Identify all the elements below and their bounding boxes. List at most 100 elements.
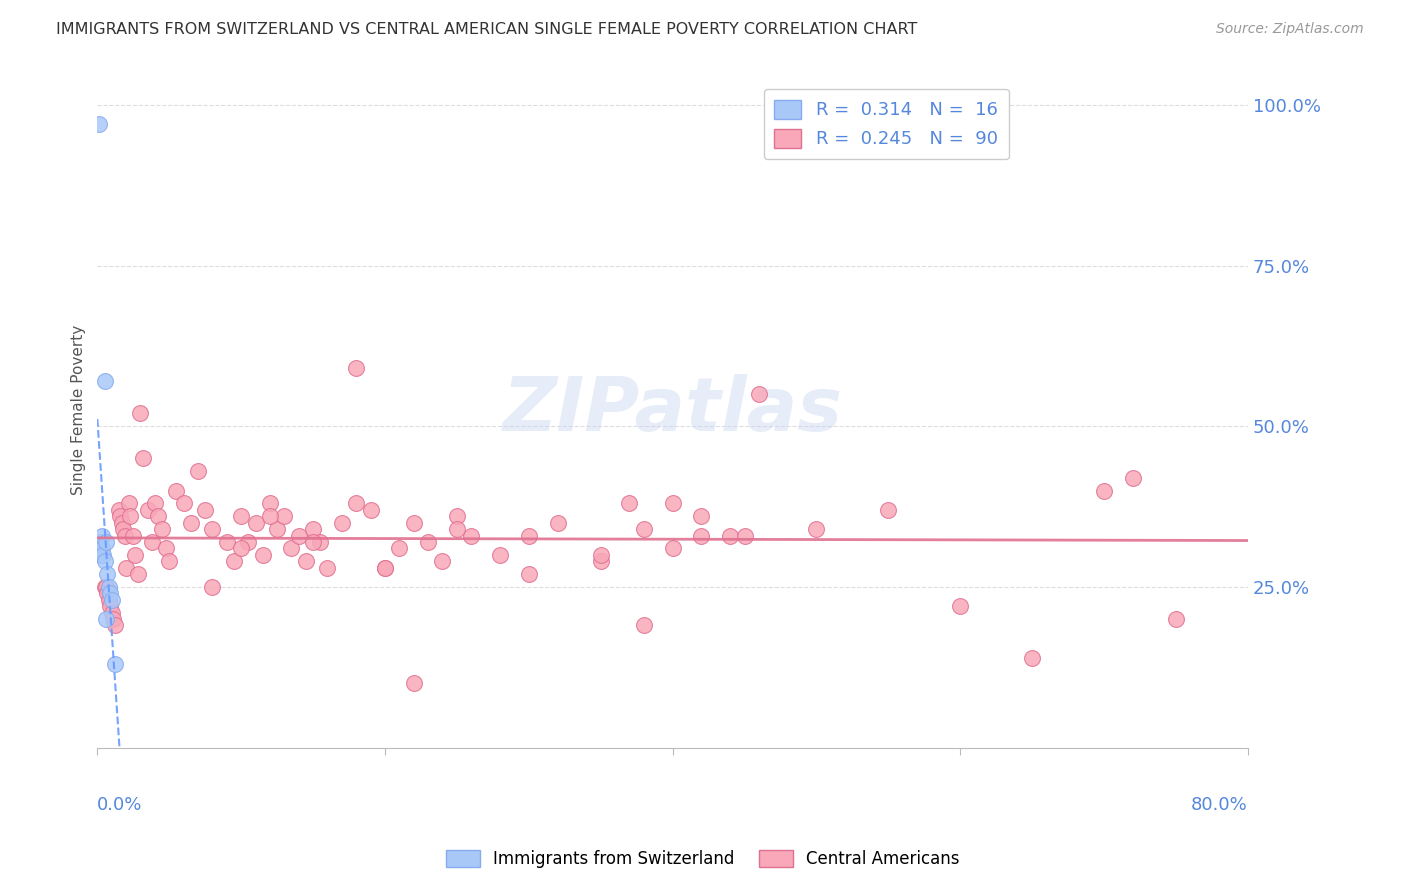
Point xyxy=(806,522,828,536)
Point xyxy=(661,541,683,556)
Point xyxy=(93,375,115,389)
Point xyxy=(141,535,163,549)
Point xyxy=(633,618,655,632)
Point xyxy=(136,503,159,517)
Legend: Immigrants from Switzerland, Central Americans: Immigrants from Switzerland, Central Ame… xyxy=(440,843,966,875)
Point xyxy=(98,599,121,614)
Point xyxy=(460,528,482,542)
Point xyxy=(446,509,468,524)
Point xyxy=(302,522,325,536)
Point xyxy=(104,618,127,632)
Point xyxy=(1164,612,1187,626)
Point xyxy=(173,496,195,510)
Point xyxy=(1021,650,1043,665)
Point xyxy=(661,496,683,510)
Point xyxy=(94,535,117,549)
Point xyxy=(90,528,112,542)
Point xyxy=(309,535,332,549)
Point xyxy=(633,522,655,536)
Point xyxy=(194,503,217,517)
Point xyxy=(432,554,454,568)
Text: 80.0%: 80.0% xyxy=(1191,796,1249,814)
Point xyxy=(187,464,209,478)
Text: IMMIGRANTS FROM SWITZERLAND VS CENTRAL AMERICAN SINGLE FEMALE POVERTY CORRELATIO: IMMIGRANTS FROM SWITZERLAND VS CENTRAL A… xyxy=(56,22,918,37)
Point xyxy=(155,541,177,556)
Point xyxy=(489,548,512,562)
Point xyxy=(245,516,267,530)
Point xyxy=(266,522,288,536)
Point xyxy=(89,541,111,556)
Point xyxy=(132,451,155,466)
Point xyxy=(111,516,134,530)
Point xyxy=(215,535,238,549)
Point xyxy=(344,496,367,510)
Point xyxy=(690,528,713,542)
Point xyxy=(330,516,353,530)
Point xyxy=(316,560,339,574)
Point xyxy=(115,560,138,574)
Point xyxy=(104,657,127,671)
Point xyxy=(101,612,124,626)
Point xyxy=(222,554,245,568)
Point xyxy=(589,548,612,562)
Point xyxy=(446,522,468,536)
Point xyxy=(748,387,770,401)
Point xyxy=(374,560,396,574)
Point xyxy=(100,606,122,620)
Point xyxy=(146,509,169,524)
Point xyxy=(259,496,281,510)
Point xyxy=(388,541,411,556)
Point xyxy=(1122,471,1144,485)
Text: ZIPatlas: ZIPatlas xyxy=(502,374,842,447)
Point xyxy=(127,567,149,582)
Y-axis label: Single Female Poverty: Single Female Poverty xyxy=(72,325,86,495)
Point xyxy=(252,548,274,562)
Point xyxy=(97,580,120,594)
Point xyxy=(402,676,425,690)
Point xyxy=(108,503,131,517)
Point xyxy=(112,522,135,536)
Point xyxy=(96,567,118,582)
Point xyxy=(180,516,202,530)
Point xyxy=(110,509,132,524)
Point xyxy=(93,580,115,594)
Point xyxy=(87,117,110,131)
Point xyxy=(344,361,367,376)
Point xyxy=(416,535,439,549)
Legend: R =  0.314   N =  16, R =  0.245   N =  90: R = 0.314 N = 16, R = 0.245 N = 90 xyxy=(763,88,1008,160)
Text: Source: ZipAtlas.com: Source: ZipAtlas.com xyxy=(1216,22,1364,37)
Point xyxy=(89,535,111,549)
Point xyxy=(165,483,187,498)
Point xyxy=(231,509,253,524)
Point xyxy=(690,509,713,524)
Point xyxy=(1092,483,1115,498)
Point xyxy=(589,554,612,568)
Point xyxy=(517,567,540,582)
Point xyxy=(619,496,641,510)
Point xyxy=(360,503,382,517)
Point xyxy=(280,541,302,556)
Text: 0.0%: 0.0% xyxy=(97,796,143,814)
Point xyxy=(157,554,180,568)
Point xyxy=(114,528,136,542)
Point xyxy=(96,586,118,600)
Point xyxy=(238,535,260,549)
Point xyxy=(718,528,741,542)
Point xyxy=(295,554,318,568)
Point xyxy=(129,407,152,421)
Point xyxy=(150,522,173,536)
Point xyxy=(201,580,224,594)
Point xyxy=(91,548,114,562)
Point xyxy=(273,509,295,524)
Point xyxy=(93,554,115,568)
Point xyxy=(118,496,141,510)
Point xyxy=(517,528,540,542)
Point xyxy=(877,503,900,517)
Point xyxy=(90,548,112,562)
Point xyxy=(287,528,309,542)
Point xyxy=(91,541,114,556)
Point xyxy=(98,586,121,600)
Point xyxy=(122,528,145,542)
Point xyxy=(124,548,146,562)
Point xyxy=(302,535,325,549)
